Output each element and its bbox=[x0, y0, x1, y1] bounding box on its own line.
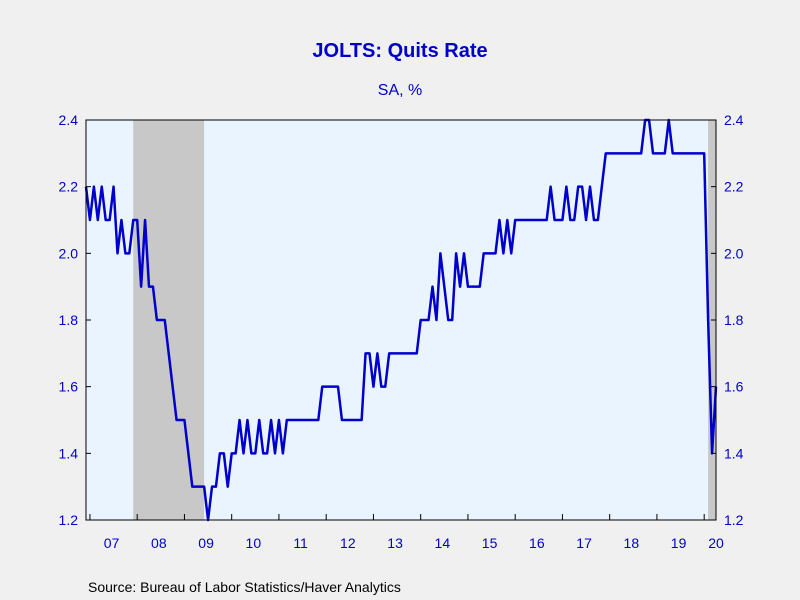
y-tick-label-right: 1.8 bbox=[724, 312, 744, 328]
chart-source: Source: Bureau of Labor Statistics/Haver… bbox=[88, 579, 401, 595]
x-tick-label: 09 bbox=[198, 535, 214, 551]
axis-ticks: 1.2 1.2 1.4 1.4 1.6 1.6 1.8 1.8 2.0 2.0 2.2 2.2 2.4 2… bbox=[59, 112, 744, 551]
x-tick-label: 10 bbox=[246, 535, 262, 551]
y-tick-label-left: 1.6 bbox=[59, 379, 79, 395]
x-tick-label: 18 bbox=[624, 535, 640, 551]
y-tick-label-right: 2.4 bbox=[724, 112, 744, 128]
y-tick-label-left: 1.4 bbox=[59, 445, 79, 461]
y-tick-label-left: 1.8 bbox=[59, 312, 79, 328]
x-tick-label: 16 bbox=[529, 535, 545, 551]
x-tick-label: 12 bbox=[340, 535, 356, 551]
y-tick-label-right: 2.0 bbox=[724, 245, 744, 261]
x-tick-label: 08 bbox=[151, 535, 167, 551]
recession-band bbox=[133, 120, 205, 520]
y-tick-label-right: 1.6 bbox=[724, 379, 744, 395]
x-tick-label: 20 bbox=[708, 535, 724, 551]
series-group bbox=[84, 118, 718, 522]
chart-subtitle: SA, % bbox=[378, 82, 422, 99]
y-tick-label-left: 2.0 bbox=[59, 245, 79, 261]
y-tick-label-left: 1.2 bbox=[59, 512, 79, 528]
x-tick-label: 15 bbox=[482, 535, 498, 551]
x-tick-label: 17 bbox=[576, 535, 592, 551]
x-tick-label: 19 bbox=[671, 535, 687, 551]
x-tick-label: 07 bbox=[104, 535, 120, 551]
x-tick-label: 13 bbox=[387, 535, 403, 551]
series-line bbox=[84, 118, 718, 522]
y-tick-label-right: 1.4 bbox=[724, 445, 744, 461]
y-tick-label-left: 2.2 bbox=[59, 179, 79, 195]
y-tick-label-right: 2.2 bbox=[724, 179, 744, 195]
y-tick-label-left: 2.4 bbox=[59, 112, 79, 128]
x-tick-label: 14 bbox=[435, 535, 451, 551]
y-tick-label-right: 1.2 bbox=[724, 512, 744, 528]
chart-title: JOLTS: Quits Rate bbox=[312, 40, 487, 62]
x-tick-label: 11 bbox=[293, 535, 308, 551]
